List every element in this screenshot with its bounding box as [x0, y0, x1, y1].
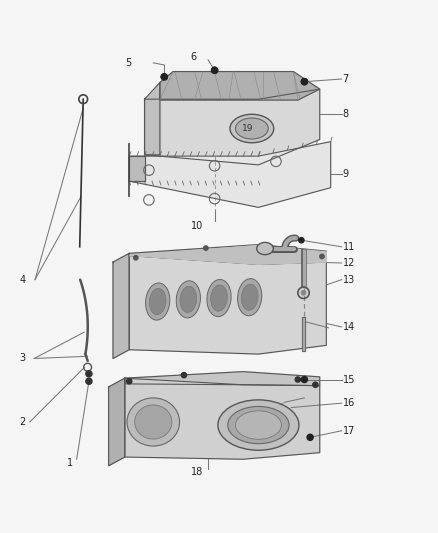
Circle shape	[313, 382, 318, 387]
Polygon shape	[129, 142, 331, 207]
Circle shape	[86, 378, 92, 384]
Text: 14: 14	[343, 322, 355, 332]
Polygon shape	[129, 246, 326, 264]
Polygon shape	[129, 156, 145, 181]
Polygon shape	[129, 245, 326, 264]
Polygon shape	[125, 378, 320, 459]
Circle shape	[295, 377, 300, 382]
Polygon shape	[129, 255, 326, 354]
Polygon shape	[125, 372, 320, 386]
Circle shape	[161, 74, 167, 80]
Polygon shape	[113, 253, 129, 359]
Ellipse shape	[237, 279, 262, 316]
Text: 17: 17	[343, 426, 355, 436]
Ellipse shape	[127, 398, 180, 446]
Ellipse shape	[235, 118, 268, 139]
Text: 12: 12	[343, 258, 355, 268]
Text: 2: 2	[20, 417, 26, 427]
Circle shape	[269, 248, 274, 252]
Circle shape	[212, 67, 218, 74]
Ellipse shape	[218, 400, 299, 450]
Text: 16: 16	[343, 398, 355, 408]
Ellipse shape	[207, 279, 231, 317]
Circle shape	[134, 255, 138, 260]
Circle shape	[301, 290, 306, 295]
Ellipse shape	[145, 283, 170, 320]
Circle shape	[299, 238, 304, 243]
Text: 4: 4	[20, 274, 26, 285]
Ellipse shape	[180, 286, 197, 312]
Circle shape	[127, 378, 132, 384]
Ellipse shape	[257, 243, 273, 255]
Circle shape	[204, 246, 208, 251]
Text: 10: 10	[191, 221, 203, 231]
Polygon shape	[145, 83, 160, 155]
Ellipse shape	[211, 285, 227, 311]
Text: 11: 11	[343, 242, 355, 252]
Text: 1: 1	[67, 458, 73, 468]
Circle shape	[86, 371, 92, 377]
Text: 3: 3	[20, 353, 26, 364]
Text: 8: 8	[343, 109, 349, 119]
Ellipse shape	[230, 114, 274, 143]
Circle shape	[307, 434, 313, 440]
Circle shape	[301, 78, 307, 85]
Circle shape	[181, 373, 187, 378]
Ellipse shape	[176, 281, 201, 318]
Circle shape	[161, 74, 167, 80]
Text: 7: 7	[343, 74, 349, 84]
Ellipse shape	[235, 411, 281, 439]
Text: 18: 18	[191, 467, 203, 478]
Circle shape	[320, 254, 324, 259]
Text: 9: 9	[343, 168, 349, 179]
Ellipse shape	[149, 288, 166, 314]
Circle shape	[301, 376, 307, 383]
Text: 15: 15	[343, 375, 355, 384]
Text: 6: 6	[191, 52, 197, 62]
Polygon shape	[160, 71, 320, 100]
Text: 19: 19	[242, 124, 253, 133]
Ellipse shape	[241, 284, 258, 310]
Circle shape	[301, 78, 307, 85]
Polygon shape	[145, 89, 320, 165]
Polygon shape	[109, 378, 125, 466]
Text: 5: 5	[125, 58, 131, 68]
Circle shape	[212, 67, 218, 74]
Ellipse shape	[228, 407, 289, 443]
Text: 13: 13	[343, 274, 355, 285]
Ellipse shape	[134, 405, 172, 439]
